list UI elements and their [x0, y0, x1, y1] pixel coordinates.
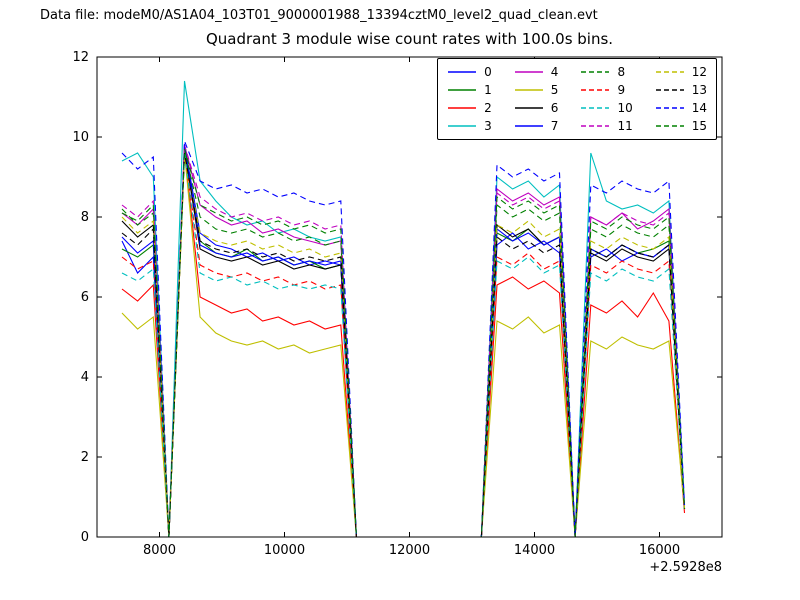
legend-line-sample	[655, 107, 684, 109]
legend-line-sample	[581, 71, 610, 73]
legend-line-sample	[581, 125, 610, 127]
datafile-label: Data file: modeM0/AS1A04_103T01_90000019…	[40, 8, 598, 23]
x-tick-label: 14000	[514, 543, 555, 558]
legend-label: 0	[484, 65, 492, 79]
legend-entry: 12	[655, 63, 707, 81]
legend-line-sample	[514, 71, 543, 73]
legend-label: 2	[484, 101, 492, 115]
x-tick-label: 16000	[639, 543, 680, 558]
y-tick-label: 4	[81, 370, 89, 385]
legend-line-sample	[448, 107, 477, 109]
legend-label: 5	[550, 83, 559, 97]
legend-entry: 13	[655, 81, 707, 99]
legend-label: 6	[550, 101, 559, 115]
legend-label: 3	[484, 119, 492, 133]
legend-entry: 3	[447, 117, 492, 135]
x-axis-offset-label: +2.5928e8	[649, 560, 722, 575]
legend-label: 8	[617, 65, 626, 79]
legend-line-sample	[448, 89, 477, 91]
legend-label: 7	[550, 119, 559, 133]
legend-label: 4	[550, 65, 559, 79]
chart-title: Quadrant 3 module wise count rates with …	[205, 30, 614, 48]
y-tick-label: 12	[72, 50, 89, 65]
legend-entry: 6	[514, 99, 559, 117]
legend-entry: 14	[655, 99, 707, 117]
legend-line-sample	[448, 125, 477, 127]
legend-entry: 7	[514, 117, 559, 135]
legend-entry: 10	[580, 99, 633, 117]
legend-line-sample	[655, 71, 684, 73]
legend-line-sample	[514, 107, 543, 109]
series-line-11	[121, 144, 686, 538]
legend-entry: 15	[655, 117, 707, 135]
legend: 0 1 2 3 4 5 6 7 8 9 10 11 12 13 14 15	[437, 58, 717, 140]
legend-line-sample	[581, 89, 610, 91]
legend-label: 10	[617, 101, 633, 115]
legend-line-sample	[655, 89, 684, 91]
legend-label: 13	[691, 83, 707, 97]
legend-entry: 9	[580, 81, 632, 99]
legend-label: 15	[691, 119, 707, 133]
x-tick-label: 12000	[389, 543, 430, 558]
legend-entry: 4	[514, 63, 559, 81]
y-tick-label: 2	[81, 450, 89, 465]
legend-line-sample	[581, 107, 610, 109]
legend-entry: 11	[580, 117, 633, 135]
legend-label: 1	[484, 83, 492, 97]
legend-line-sample	[514, 125, 543, 127]
legend-entry: 0	[447, 63, 492, 81]
legend-line-sample	[655, 125, 684, 127]
y-tick-label: 6	[81, 290, 89, 305]
legend-entry: 8	[580, 63, 632, 81]
x-tick-label: 8000	[143, 543, 176, 558]
legend-line-sample	[448, 71, 477, 73]
x-tick-label: 10000	[264, 543, 305, 558]
legend-label: 12	[691, 65, 707, 79]
legend-label: 11	[617, 119, 633, 133]
legend-label: 9	[617, 83, 626, 97]
legend-line-sample	[514, 89, 543, 91]
y-tick-label: 0	[81, 530, 89, 545]
legend-entry: 5	[514, 81, 559, 99]
series-line-12	[121, 156, 686, 538]
legend-entry: 2	[447, 99, 492, 117]
legend-entry: 1	[447, 81, 492, 99]
y-tick-label: 10	[72, 130, 89, 145]
y-tick-label: 8	[81, 210, 89, 225]
legend-label: 14	[691, 101, 707, 115]
